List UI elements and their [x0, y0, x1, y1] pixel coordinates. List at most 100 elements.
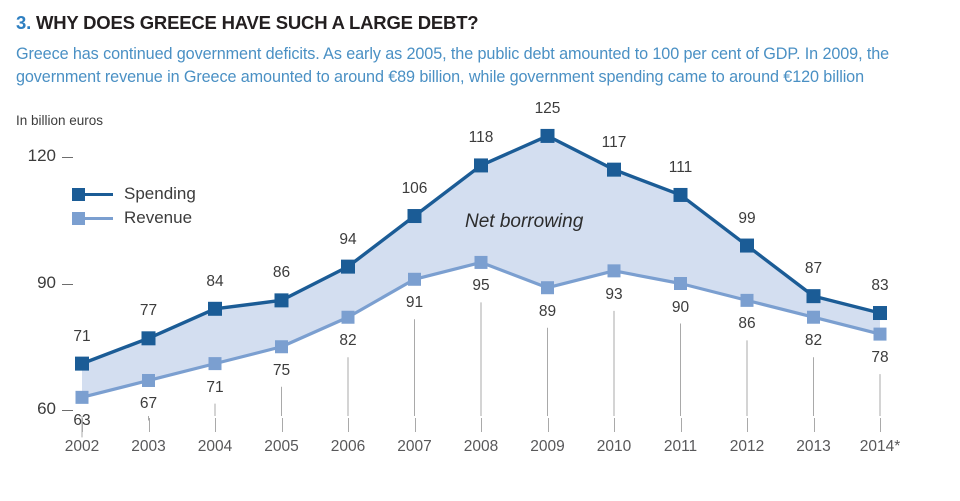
revenue-value-label: 86 [738, 315, 756, 333]
spending-value-label: 99 [738, 209, 756, 227]
y-axis-tick [62, 157, 73, 158]
revenue-data-point[interactable] [208, 357, 222, 371]
spending-data-point[interactable] [673, 187, 688, 202]
x-axis-tick-label: 2008 [463, 438, 499, 455]
x-axis-tick-label: 2003 [131, 438, 166, 455]
revenue-data-point[interactable] [75, 390, 89, 404]
revenue-value-label: 95 [472, 277, 490, 295]
page-title: 3. WHY DOES GREECE HAVE SUCH A LARGE DEB… [16, 12, 946, 34]
x-axis-tick-label: 2011 [663, 438, 698, 455]
revenue-value-label: 91 [405, 294, 424, 312]
x-axis-tick-label: 2004 [197, 438, 233, 455]
y-axis-tick [62, 410, 73, 411]
revenue-data-point[interactable] [674, 277, 687, 290]
revenue-data-point[interactable] [275, 340, 288, 354]
x-axis-tick [414, 418, 416, 432]
x-axis-tick-label: 2012 [729, 438, 765, 455]
legend-item-revenue[interactable]: Revenue [72, 206, 196, 230]
revenue-value-label: 78 [871, 349, 889, 367]
x-axis-tick [547, 418, 549, 432]
spending-value-label: 94 [339, 230, 357, 248]
y-axis-tick-label: 120 [27, 146, 56, 165]
x-axis-tick [481, 418, 482, 432]
title-number: 3. [16, 12, 32, 33]
x-axis-tick-label: 2009 [530, 438, 565, 455]
x-axis-tick [281, 418, 283, 432]
x-axis-tick [215, 418, 216, 432]
x-axis-tick-label: 2013 [796, 438, 831, 455]
revenue-value-label: 89 [538, 302, 557, 320]
revenue-data-point[interactable] [873, 327, 887, 341]
revenue-data-point[interactable] [341, 310, 355, 324]
spending-data-point[interactable] [208, 301, 222, 316]
spending-value-label: 86 [272, 264, 291, 282]
x-axis-tick [148, 418, 150, 432]
x-axis-tick-label: 2007 [397, 438, 432, 455]
x-axis-tick [614, 418, 615, 432]
x-axis-tick [348, 418, 349, 432]
leader-lines [81, 302, 881, 438]
spending-value-label: 125 [534, 99, 561, 117]
spending-value-label: 111 [668, 158, 693, 176]
y-axis-unit-label: In billion euros [16, 113, 104, 128]
spending-data-point[interactable] [540, 128, 555, 143]
title-text: WHY DOES GREECE HAVE SUCH A LARGE DEBT? [35, 12, 479, 33]
revenue-value-label: 67 [139, 395, 158, 413]
revenue-markers [75, 255, 887, 404]
spending-value-label: 87 [804, 260, 823, 278]
revenue-data-point[interactable] [740, 293, 754, 307]
spending-data-point[interactable] [873, 306, 887, 321]
spending-value-label: 106 [401, 180, 428, 198]
spending-data-point[interactable] [274, 293, 289, 308]
revenue-value-label: 75 [272, 361, 291, 379]
x-axis-tick-label: 2010 [596, 438, 632, 455]
x-axis-tick-label: 2014* [859, 438, 901, 455]
x-axis-tick [680, 418, 682, 432]
spending-data-point[interactable] [474, 158, 488, 173]
revenue-data-point[interactable] [142, 373, 155, 387]
y-axis-tick-label: 60 [37, 399, 56, 418]
spending-value-label: 84 [206, 272, 224, 290]
x-axis-tick [813, 418, 815, 432]
spending-value-label: 77 [139, 302, 158, 320]
spending-value-label: 117 [601, 133, 627, 151]
spending-data-point[interactable] [75, 356, 89, 371]
page-subtitle: Greece has continued government deficits… [16, 45, 890, 87]
spending-data-point[interactable] [341, 259, 355, 274]
spending-swatch-icon [72, 187, 85, 201]
spending-data-point[interactable] [740, 238, 754, 253]
revenue-value-label: 82 [804, 332, 823, 350]
x-axis-tick-label: 2005 [264, 438, 299, 455]
revenue-data-point[interactable] [474, 255, 488, 269]
revenue-value-label: 82 [339, 332, 357, 350]
revenue-swatch-icon [72, 211, 85, 225]
spending-markers [75, 128, 887, 371]
spending-data-point[interactable] [806, 289, 821, 304]
revenue-value-label: 90 [671, 298, 690, 316]
x-axis-tick-label: 2002 [64, 438, 100, 455]
chart-legend: Spending Revenue [72, 182, 196, 230]
spending-data-point[interactable] [607, 162, 621, 177]
revenue-line-icon [85, 216, 113, 220]
y-axis-tick [62, 283, 73, 285]
spending-data-point[interactable] [407, 209, 422, 224]
spending-data-point[interactable] [141, 331, 156, 346]
spending-value-label: 71 [73, 327, 91, 345]
revenue-data-point[interactable] [408, 272, 421, 286]
x-axis-tick [880, 418, 881, 432]
legend-item-spending[interactable]: Spending [72, 182, 196, 206]
spending-value-label: 83 [871, 277, 889, 295]
header: 3. WHY DOES GREECE HAVE SUCH A LARGE DEB… [16, 12, 946, 89]
revenue-data-point[interactable] [807, 310, 820, 324]
y-axis-tick-label: 90 [37, 272, 56, 292]
spending-value-label: 118 [468, 129, 494, 147]
revenue-value-label: 93 [605, 285, 623, 303]
revenue-data-point[interactable] [541, 281, 554, 295]
revenue-data-point[interactable] [607, 264, 621, 278]
spending-line-icon [85, 192, 113, 196]
legend-label-spending: Spending [124, 184, 196, 203]
x-axis-tick-label: 2006 [330, 438, 366, 455]
